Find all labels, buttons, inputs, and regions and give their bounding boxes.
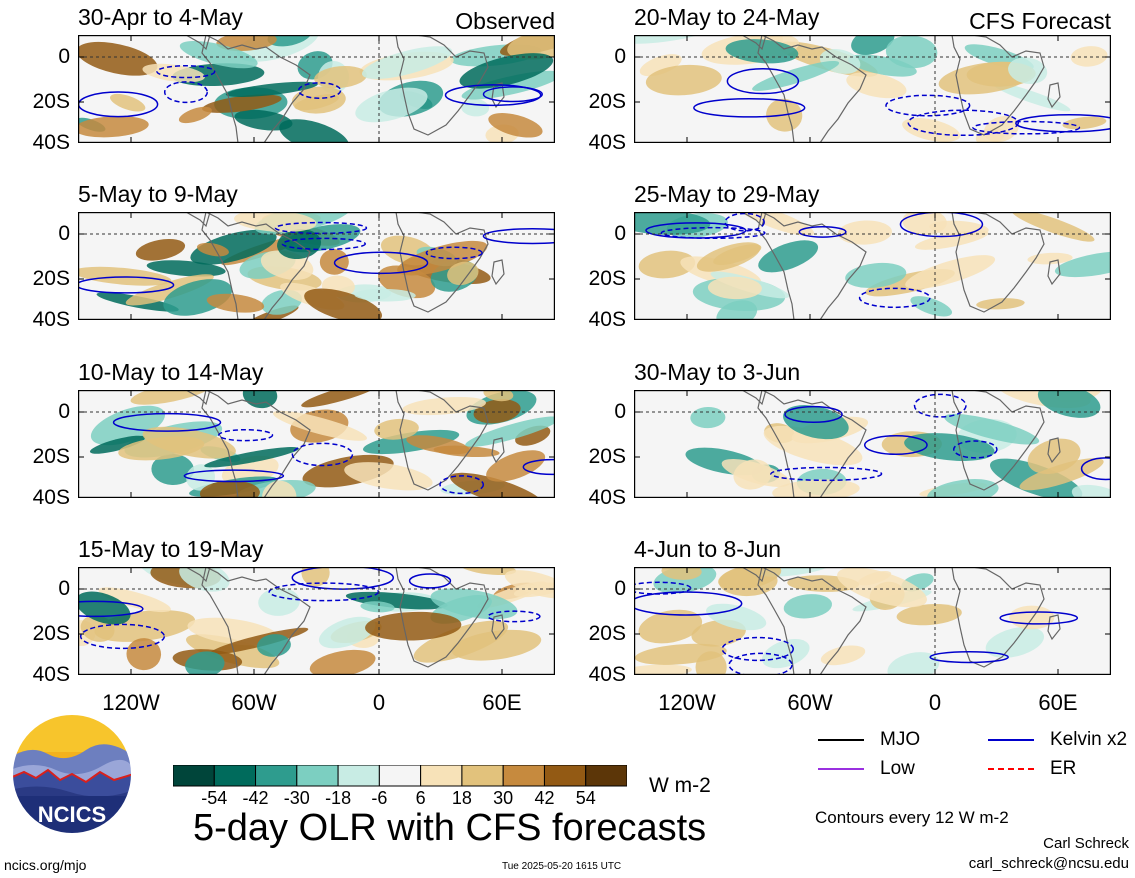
colorbar-swatch	[585, 765, 627, 787]
olr-map-panel	[78, 390, 555, 498]
latitude-label: 40S	[32, 486, 70, 509]
author-name: Carl Schreck	[1043, 835, 1129, 852]
colorbar-tick-label: 30	[493, 788, 514, 808]
colorbar-swatch	[543, 765, 587, 787]
timestamp: Tue 2025-05-20 1615 UTC	[502, 861, 622, 872]
olr-map-panel	[78, 35, 555, 143]
website-url: ncics.org/mjo	[4, 857, 87, 873]
legend-line	[818, 739, 864, 741]
longitude-label: 0	[928, 690, 942, 715]
panel-title: 30-May to 3-Jun	[634, 359, 801, 385]
colorbar-tick-label: -42	[242, 788, 269, 808]
panel-title: 25-May to 29-May	[634, 181, 820, 207]
colorbar-swatch	[337, 765, 380, 787]
colorbar-swatch	[255, 765, 298, 787]
latitude-label: 20S	[588, 90, 626, 113]
colorbar-units: W m-2	[649, 774, 711, 797]
latitude-label: 40S	[588, 308, 626, 331]
colorbar-swatch	[461, 765, 504, 787]
panel-title: 10-May to 14-May	[78, 359, 264, 385]
legend-line	[988, 739, 1034, 741]
latitude-label: 40S	[32, 131, 70, 154]
legend-item: ER	[988, 758, 1076, 780]
olr-map-panel	[634, 35, 1111, 143]
longitude-label: 0	[372, 690, 386, 715]
colorbar-tick-label: -30	[283, 788, 310, 808]
olr-map-panel	[634, 567, 1111, 675]
latitude-label: 0	[614, 222, 626, 245]
legend-label: ER	[1050, 758, 1077, 779]
colorbar-tick-label: -18	[325, 788, 352, 808]
latitude-label: 0	[614, 400, 626, 423]
latitude-label: 0	[614, 577, 626, 600]
colorbar-swatch	[420, 765, 463, 787]
longitude-label: 60E	[482, 690, 522, 715]
latitude-label: 40S	[32, 308, 70, 331]
latitude-label: 20S	[32, 622, 70, 645]
legend-item: Low	[818, 758, 915, 780]
longitude-label: 60W	[231, 690, 277, 715]
latitude-label: 20S	[32, 90, 70, 113]
author-email: carl_schreck@ncsu.edu	[968, 855, 1129, 872]
latitude-label: 40S	[32, 663, 70, 686]
legend-line	[818, 768, 864, 770]
colorbar-tick-label: -54	[201, 788, 228, 808]
colorbar-tick-label: 6	[415, 788, 426, 808]
latitude-label: 20S	[588, 267, 626, 290]
latitude-label: 20S	[588, 445, 626, 468]
olr-map-panel	[634, 390, 1111, 498]
legend-label: Kelvin x2	[1050, 729, 1128, 750]
figure-title: 5-day OLR with CFS forecasts	[193, 807, 707, 849]
panel-title: 20-May to 24-May	[634, 4, 820, 30]
latitude-label: 0	[58, 45, 70, 68]
colorbar-swatch	[173, 765, 215, 787]
colorbar-swatch	[502, 765, 545, 787]
logo-text: NCICS	[38, 802, 106, 827]
latitude-label: 20S	[588, 622, 626, 645]
longitude-label: 120W	[658, 690, 716, 715]
olr-map-panel	[634, 212, 1111, 320]
latitude-label: 20S	[32, 267, 70, 290]
legend-item: MJO	[818, 729, 920, 751]
latitude-label: 0	[58, 400, 70, 423]
legend-line	[988, 768, 1034, 770]
panel-title: 30-Apr to 4-May	[78, 4, 243, 30]
latitude-label: 40S	[588, 131, 626, 154]
latitude-label: 0	[614, 45, 626, 68]
latitude-label: 0	[58, 222, 70, 245]
panel-title: 15-May to 19-May	[78, 536, 264, 562]
legend-label: MJO	[880, 729, 921, 750]
colorbar-swatch	[296, 765, 339, 787]
olr-colorbar	[173, 765, 627, 787]
olr-map-panel	[78, 567, 555, 675]
longitude-label: 60E	[1038, 690, 1078, 715]
olr-map-panel	[78, 212, 555, 320]
colorbar-tick-label: 18	[451, 788, 472, 808]
latitude-label: 40S	[588, 486, 626, 509]
contour-note: Contours every 12 W m-2	[815, 808, 1009, 827]
longitude-label: 120W	[102, 690, 160, 715]
ncics-logo: NCICS	[11, 713, 133, 835]
colorbar-tick-label: -6	[371, 788, 388, 808]
latitude-label: 0	[58, 577, 70, 600]
latitude-label: 20S	[32, 445, 70, 468]
panel-title: 4-Jun to 8-Jun	[634, 536, 782, 562]
colorbar-tick-label: 42	[534, 788, 555, 808]
colorbar-swatch	[378, 765, 422, 787]
legend-item: Kelvin x2	[988, 729, 1127, 751]
panel-title: 5-May to 9-May	[78, 181, 238, 207]
forecast-label: CFS Forecast	[969, 8, 1111, 34]
observed-label: Observed	[455, 8, 555, 34]
colorbar-swatch	[213, 765, 257, 787]
colorbar-tick-label: 54	[575, 788, 596, 808]
longitude-label: 60W	[787, 690, 833, 715]
legend-label: Low	[880, 758, 915, 779]
latitude-label: 40S	[588, 663, 626, 686]
